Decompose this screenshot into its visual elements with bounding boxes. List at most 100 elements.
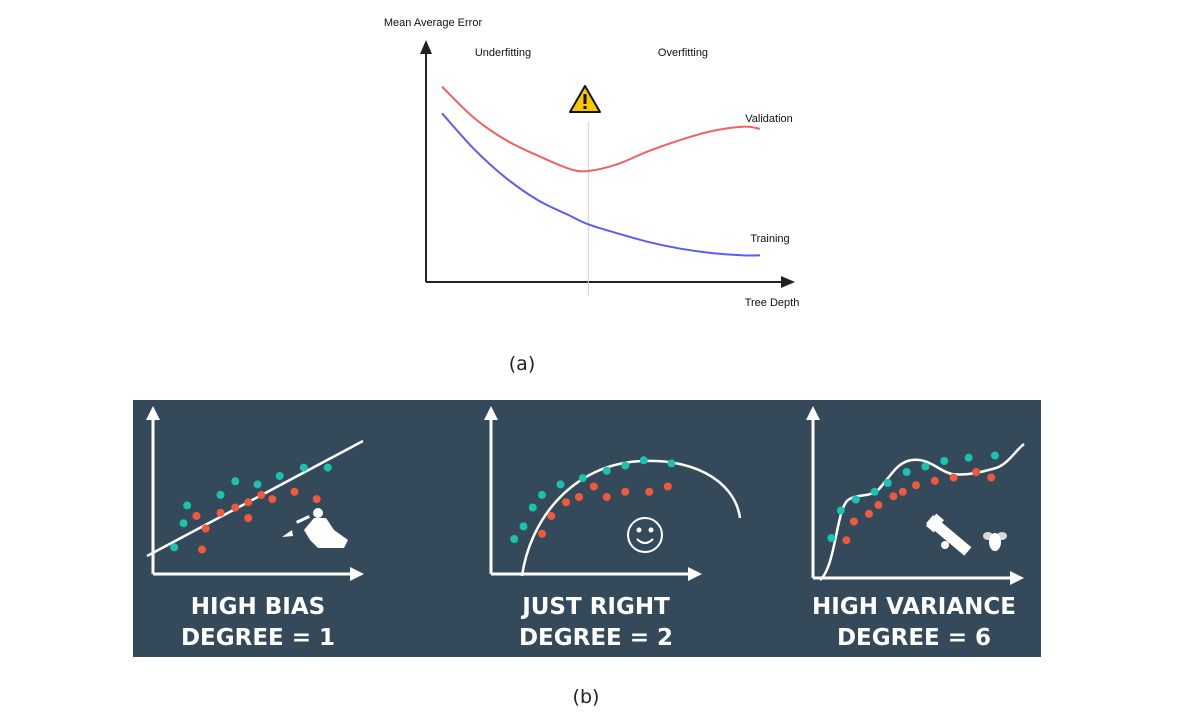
- panel3-red-point: [865, 509, 873, 518]
- panel1-red-point: [231, 503, 240, 512]
- panel1-teal-point: [275, 472, 284, 480]
- panel3-red-point: [972, 468, 981, 476]
- y-axis-arrow: [420, 40, 432, 54]
- panel3-red-point: [898, 487, 907, 496]
- panel3-red-point: [874, 501, 883, 509]
- panel2-teal-point: [510, 535, 519, 543]
- panel2-points: [510, 456, 676, 543]
- series-line-training: [441, 112, 761, 257]
- panel3-degree: DEGREE = 6: [837, 625, 991, 651]
- panel3-teal-point: [921, 462, 930, 471]
- panel2-teal-point: [602, 466, 611, 475]
- panel3-red-point: [849, 517, 858, 526]
- panel2-teal-point: [621, 461, 630, 470]
- region-label-overfitting: Overfitting: [658, 47, 708, 59]
- panel2-x-arrow: [688, 567, 702, 581]
- panel2-fit-curve: [520, 459, 742, 577]
- panel2-red-point: [562, 498, 571, 507]
- panel2-teal-point: [538, 490, 546, 499]
- panel-high-variance: HIGH VARIANCE DEGREE = 6: [806, 406, 1025, 651]
- panel3-teal-point: [827, 534, 836, 542]
- panel1-red-point: [257, 490, 266, 499]
- panel1-points: [170, 463, 332, 554]
- panel2-red-point: [547, 511, 556, 520]
- panel2-red-point: [575, 493, 583, 501]
- series-label-training: Training: [750, 233, 789, 245]
- panel3-teal-point: [964, 453, 973, 462]
- series-label-validation: Validation: [745, 113, 793, 125]
- panel1-red-point: [312, 495, 321, 504]
- panel1-teal-point: [253, 480, 262, 489]
- panel1-red-point: [268, 495, 277, 504]
- panel1-red-point: [244, 498, 253, 507]
- panel2-red-point: [621, 487, 630, 496]
- panel3-red-point: [842, 536, 851, 545]
- caption-b: (b): [573, 686, 600, 708]
- panel2-teal-point: [556, 480, 565, 489]
- panel1-red-point: [201, 524, 210, 533]
- panel1-red-point: [290, 487, 299, 496]
- warning-triangle-icon: [569, 85, 601, 113]
- panel-high-bias: HIGH BIAS DEGREE = 1: [146, 406, 364, 651]
- panel3-fit-curve: [819, 443, 1025, 581]
- panel2-teal-point: [639, 456, 648, 465]
- panel1-teal-point: [170, 543, 179, 552]
- panel2-red-point: [602, 493, 611, 501]
- panel1-red-point: [198, 545, 206, 554]
- panel3-x-arrow: [1010, 571, 1024, 585]
- hunter-icon: [282, 508, 348, 548]
- series-line-validation: [441, 85, 761, 173]
- panel1-teal-point: [216, 490, 225, 499]
- panel3-red-point: [912, 481, 920, 490]
- x-axis-arrow: [781, 276, 795, 288]
- panel3-red-point: [930, 476, 939, 485]
- panel3-teal-point: [851, 495, 860, 504]
- panel1-title: HIGH BIAS: [191, 594, 325, 620]
- figure-a: Mean Average Error Tree Depth Underfitti…: [384, 17, 799, 375]
- panel-background: [133, 400, 1041, 657]
- panel3-y-arrow: [806, 406, 820, 420]
- panel3-title: HIGH VARIANCE: [812, 594, 1016, 620]
- panel3-teal-point: [883, 479, 892, 487]
- panel2-teal-point: [667, 459, 676, 468]
- panel2-teal-point: [578, 474, 587, 483]
- panel1-teal-point: [231, 477, 240, 486]
- panel2-red-point: [589, 482, 598, 491]
- panel2-red-point: [538, 529, 546, 538]
- y-axis-label: Mean Average Error: [384, 17, 483, 29]
- panel3-red-point: [987, 473, 996, 482]
- panel3-teal-point: [870, 487, 879, 496]
- panel2-title: JUST RIGHT: [520, 594, 670, 620]
- panel3-red-point: [889, 492, 898, 501]
- panel3-points: [827, 451, 999, 545]
- panel1-y-arrow: [146, 406, 160, 420]
- panel3-teal-point: [940, 457, 949, 465]
- caption-a: (a): [509, 353, 535, 375]
- panel1-degree: DEGREE = 1: [181, 625, 335, 651]
- region-label-underfitting: Underfitting: [475, 47, 531, 59]
- panel2-teal-point: [519, 522, 528, 531]
- panel1-teal-point: [179, 519, 188, 528]
- panel2-red-point: [663, 482, 672, 491]
- panel3-teal-point: [836, 506, 845, 515]
- panel1-red-point: [244, 514, 253, 522]
- panel1-red-point: [192, 511, 201, 520]
- panel1-x-arrow: [350, 567, 364, 581]
- panel1-red-point: [216, 508, 225, 517]
- panel3-teal-point: [902, 468, 911, 476]
- smiley-icon: [627, 517, 663, 553]
- panel-just-right: JUST RIGHT DEGREE = 2: [484, 406, 742, 651]
- bazooka-fly-icon: [925, 513, 1007, 556]
- panel1-teal-point: [299, 463, 308, 472]
- panel1-teal-point: [323, 463, 332, 472]
- panel1-teal-point: [183, 501, 192, 510]
- panel3-red-point: [949, 473, 958, 482]
- panel2-degree: DEGREE = 2: [519, 625, 673, 651]
- panel1-fit-line: [146, 439, 364, 558]
- panel2-y-arrow: [484, 406, 498, 420]
- panel2-teal-point: [528, 503, 537, 512]
- panel2-red-point: [645, 487, 654, 496]
- panel3-teal-point: [990, 451, 999, 460]
- figure-b: HIGH BIAS DEGREE = 1 JUST RIGHT DEGREE =…: [133, 400, 1041, 708]
